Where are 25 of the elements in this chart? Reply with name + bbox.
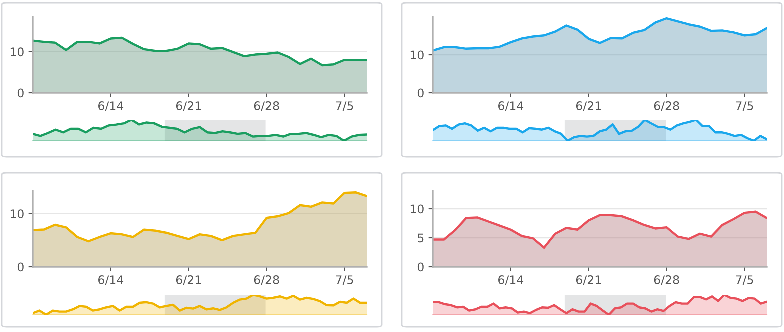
x-tick-label: 6/28 (654, 276, 680, 286)
y-tick-label: 0 (418, 88, 424, 98)
y-tick-label: 10 (410, 50, 424, 60)
x-tick-label: 6/14 (498, 276, 524, 286)
x-tick-label: 6/28 (654, 102, 680, 112)
x-tick-label: 6/21 (176, 102, 202, 112)
y-tick-label: 10 (10, 48, 24, 57)
x-tick-label: 6/28 (254, 102, 280, 112)
x-tick-label: 6/21 (576, 276, 602, 286)
x-tick-label: 6/14 (98, 102, 124, 112)
y-tick-label: 0 (418, 262, 424, 272)
x-tick-label: 6/14 (98, 276, 124, 286)
x-tick-label: 6/21 (176, 276, 202, 286)
y-tick-label: 5 (418, 234, 424, 243)
y-tick-label: 0 (18, 262, 24, 272)
y-tick-label: 10 (410, 204, 424, 214)
x-tick-label: 6/28 (254, 276, 280, 286)
x-tick-label: 6/14 (498, 102, 524, 112)
x-tick-label: 7/5 (736, 276, 754, 286)
x-tick-label: 7/5 (336, 102, 354, 112)
x-tick-label: 7/5 (736, 102, 754, 112)
y-tick-label: 0 (18, 88, 24, 98)
y-tick-label: 10 (10, 210, 24, 219)
x-tick-label: 6/21 (576, 102, 602, 112)
x-tick-label: 7/5 (336, 276, 354, 286)
